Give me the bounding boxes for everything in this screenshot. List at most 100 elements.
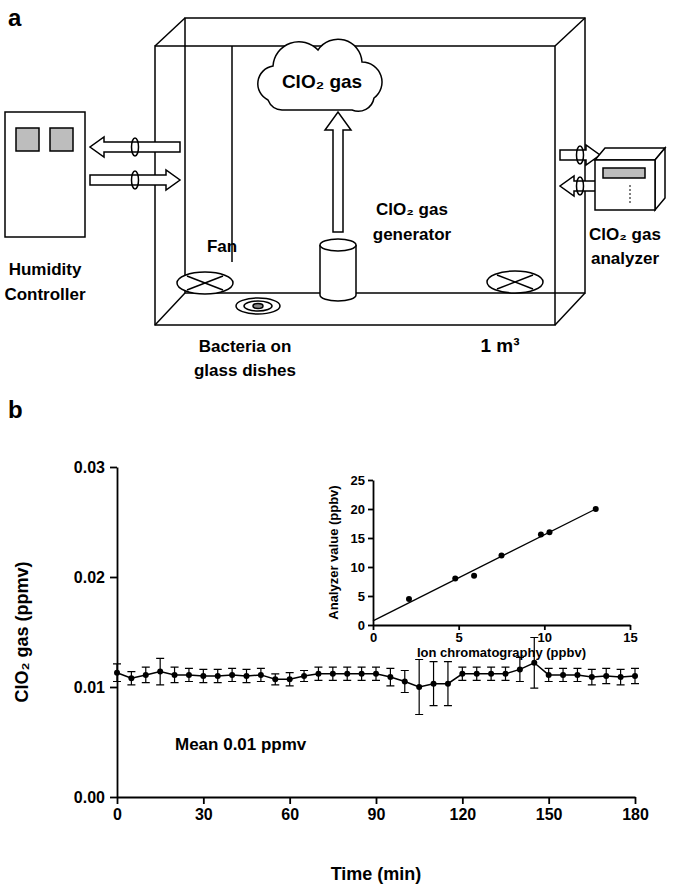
label: ClO₂ gas — [282, 71, 362, 92]
tick-label: 90 — [368, 806, 386, 823]
tick-label: 30 — [195, 806, 213, 823]
error-bar — [545, 668, 553, 681]
data-point — [406, 596, 412, 602]
tick-label: 10 — [538, 630, 552, 645]
data-point — [244, 673, 250, 679]
plot-area — [373, 506, 599, 621]
tick: 150 — [536, 797, 563, 823]
error-bar — [358, 667, 366, 680]
arrow — [560, 176, 600, 196]
data-point — [258, 672, 264, 678]
generator-body — [320, 245, 356, 301]
error-bar — [228, 668, 236, 681]
fan-blade — [187, 276, 223, 290]
data-point — [531, 660, 537, 666]
error-bar — [573, 668, 581, 681]
data-point — [172, 672, 178, 678]
tick-label: 0.02 — [74, 569, 105, 586]
data-point — [200, 673, 206, 679]
error-bar — [257, 668, 265, 681]
error-bar — [516, 657, 524, 681]
error-bar — [444, 662, 452, 706]
glass-dish-inner — [244, 301, 272, 311]
error-bar — [329, 667, 337, 680]
plot-area — [113, 638, 639, 715]
data-point — [589, 674, 595, 680]
error-bar — [343, 667, 351, 680]
tick-mark — [368, 509, 373, 511]
data-line — [373, 509, 596, 621]
error-bar — [113, 664, 121, 682]
chamber-edge — [555, 293, 585, 325]
x-axis: 0306090120150180 — [113, 797, 649, 823]
arrow — [325, 112, 351, 232]
tick: 0.00 — [74, 789, 117, 806]
tick: 10 — [351, 560, 373, 575]
tick-label: 20 — [351, 502, 365, 517]
tick: 0.02 — [74, 569, 117, 586]
error-bar — [559, 668, 567, 681]
panel-label: a — [8, 4, 22, 31]
tick: 10 — [538, 625, 552, 645]
data-point — [402, 679, 408, 685]
label: Bacteria on — [199, 337, 292, 356]
tick-label: 180 — [622, 806, 649, 823]
label: glass dishes — [194, 361, 296, 380]
error-bar — [156, 658, 164, 684]
error-bar — [401, 671, 409, 693]
tick-label: 5 — [358, 589, 365, 604]
label: Humidity — [9, 260, 82, 279]
chamber-edge — [155, 293, 185, 325]
x-axis-title: Time (min) — [331, 864, 422, 884]
glass-dish — [236, 298, 280, 314]
tick-label: 0.03 — [74, 459, 105, 476]
tick-mark — [548, 797, 550, 804]
chart-1: 0510150510152025Ion chromatography (ppbv… — [326, 473, 638, 660]
data-line — [117, 663, 635, 687]
error-bar — [415, 660, 423, 715]
tick: 20 — [351, 502, 373, 517]
arrow — [90, 170, 180, 190]
error-bar — [185, 668, 193, 681]
tick: 0 — [358, 618, 373, 633]
tick-mark — [289, 797, 291, 804]
tick-label: 60 — [281, 806, 299, 823]
tick-label: 120 — [449, 806, 476, 823]
tick: 5 — [456, 625, 463, 645]
tick-mark — [368, 538, 373, 540]
panel-label: b — [8, 396, 23, 423]
error-bar — [286, 673, 294, 686]
data-point — [373, 671, 379, 677]
error-bar — [588, 669, 596, 684]
data-point — [517, 666, 523, 672]
data-point — [593, 506, 599, 512]
error-bar — [502, 667, 510, 680]
axis-line — [373, 481, 375, 626]
data-point — [445, 681, 451, 687]
tick-mark — [368, 567, 373, 569]
data-point — [143, 672, 149, 678]
fan-blade — [497, 275, 533, 289]
tick: 180 — [622, 797, 649, 823]
tick-mark — [376, 797, 378, 804]
tick: 60 — [281, 797, 299, 823]
tick: 25 — [351, 473, 373, 488]
data-point — [344, 671, 350, 677]
data-point — [229, 672, 235, 678]
fan — [487, 271, 543, 293]
data-point — [330, 671, 336, 677]
fan-mount — [231, 46, 233, 262]
axis-line — [117, 468, 119, 798]
label: Fan — [207, 237, 237, 256]
tick-mark — [110, 797, 117, 799]
error-bar — [473, 667, 481, 680]
label: 1 m³ — [480, 335, 519, 356]
tube-ring — [577, 177, 584, 195]
error-bar — [314, 667, 322, 680]
data-point — [459, 671, 465, 677]
arrow — [90, 137, 180, 157]
error-bar — [430, 662, 438, 706]
error-bar — [271, 674, 279, 685]
tick-mark — [462, 797, 464, 804]
error-bar — [142, 667, 150, 682]
